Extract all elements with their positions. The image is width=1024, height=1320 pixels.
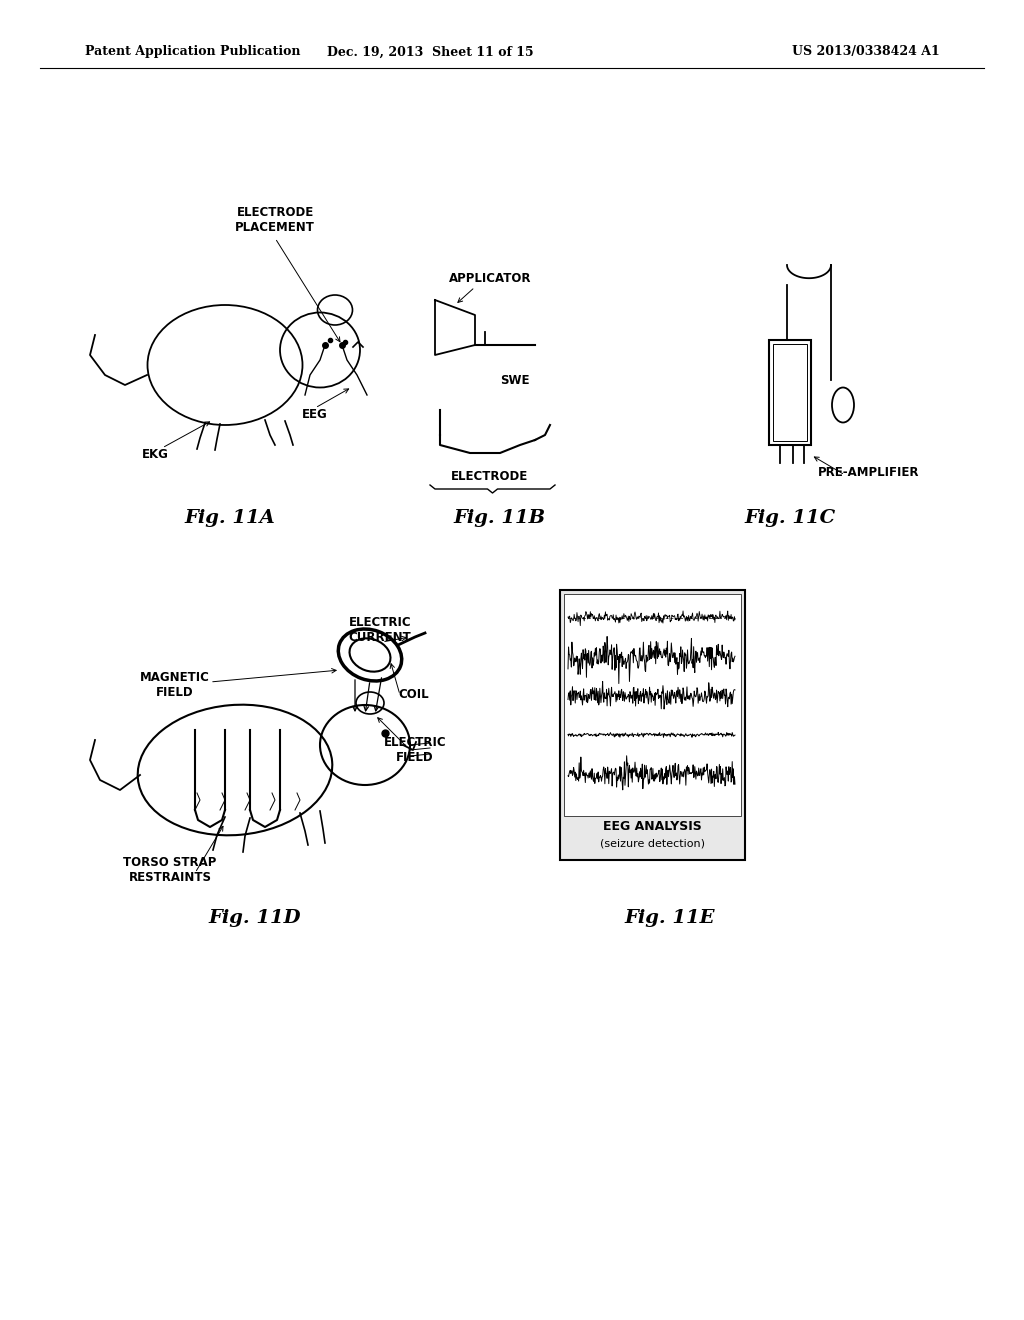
Text: EKG: EKG xyxy=(141,449,168,462)
Bar xyxy=(769,341,811,445)
Text: US 2013/0338424 A1: US 2013/0338424 A1 xyxy=(793,45,940,58)
Bar xyxy=(564,594,741,816)
Text: ELECTRODE
PLACEMENT: ELECTRODE PLACEMENT xyxy=(236,206,315,234)
Bar xyxy=(773,345,807,441)
Text: (seizure detection): (seizure detection) xyxy=(600,838,705,847)
Text: Fig. 11C: Fig. 11C xyxy=(744,510,836,527)
Text: ELECTRIC
CURRENT: ELECTRIC CURRENT xyxy=(348,616,412,644)
Text: Dec. 19, 2013  Sheet 11 of 15: Dec. 19, 2013 Sheet 11 of 15 xyxy=(327,45,534,58)
Text: Fig. 11D: Fig. 11D xyxy=(209,909,301,927)
Text: Fig. 11E: Fig. 11E xyxy=(625,909,715,927)
Polygon shape xyxy=(435,300,475,355)
Text: Fig. 11A: Fig. 11A xyxy=(184,510,275,527)
Text: EEG ANALYSIS: EEG ANALYSIS xyxy=(603,821,701,833)
Text: TORSO STRAP
RESTRAINTS: TORSO STRAP RESTRAINTS xyxy=(123,855,217,884)
Text: Patent Application Publication: Patent Application Publication xyxy=(85,45,300,58)
Text: Fig. 11B: Fig. 11B xyxy=(454,510,546,527)
Text: COIL: COIL xyxy=(398,689,429,701)
Text: ELECTRODE: ELECTRODE xyxy=(452,470,528,483)
Bar xyxy=(560,590,745,861)
Text: EEG: EEG xyxy=(302,408,328,421)
Text: SWE: SWE xyxy=(501,374,529,387)
Text: ELECTRIC
FIELD: ELECTRIC FIELD xyxy=(384,737,446,764)
Text: MAGNETIC
FIELD: MAGNETIC FIELD xyxy=(140,671,210,700)
Text: PRE-AMPLIFIER: PRE-AMPLIFIER xyxy=(818,466,920,479)
Text: APPLICATOR: APPLICATOR xyxy=(449,272,531,285)
